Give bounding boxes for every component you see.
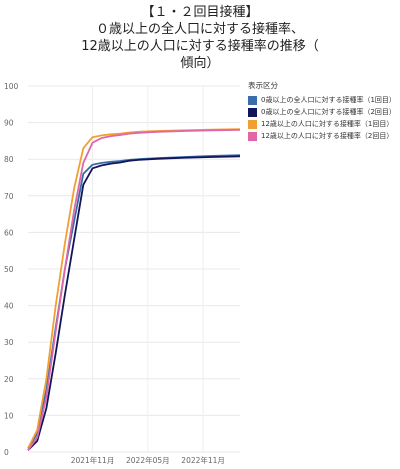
y-tick-label: 50	[4, 265, 14, 274]
legend: 表示区分 0歳以上の全人口に対する接種率（1回目） 0歳以上の全人口に対する接種率…	[248, 80, 396, 142]
series-line	[27, 129, 241, 451]
y-tick-label: 0	[4, 448, 9, 457]
chart-title-line: 傾向）	[180, 56, 220, 71]
y-tick-label: 10	[4, 411, 14, 420]
y-tick-label: 80	[4, 155, 14, 164]
legend-swatch	[248, 131, 257, 141]
y-tick-label: 30	[4, 338, 14, 347]
legend-item: 12歳以上の人口に対する接種率（1回目）	[248, 118, 396, 130]
chart-title-line: ０歳以上の全人口に対する接種率、	[95, 22, 304, 37]
y-tick-label: 70	[4, 192, 14, 201]
chart-title-line: 【１・２回目接種】	[141, 5, 259, 20]
series-line	[27, 128, 241, 449]
x-tick-label: 2021年11月	[71, 455, 115, 465]
legend-swatch	[248, 119, 257, 129]
legend-swatch	[248, 95, 257, 105]
chart-title: 【１・２回目接種】 ０歳以上の全人口に対する接種率、 12歳以上の人口に対する接…	[0, 4, 400, 72]
x-tick-label: 2022年05月	[126, 455, 170, 465]
legend-swatch	[248, 107, 257, 117]
y-tick-label: 40	[4, 302, 14, 311]
legend-label: 12歳以上の人口に対する接種率（1回目）	[261, 120, 394, 128]
legend-label: 12歳以上の人口に対する接種率（2回目）	[261, 132, 394, 140]
y-tick-label: 20	[4, 375, 14, 384]
x-tick-label: 2022年11月	[181, 455, 225, 465]
legend-item: 12歳以上の人口に対する接種率（2回目）	[248, 130, 396, 142]
y-tick-label: 60	[4, 228, 14, 237]
series-line	[27, 155, 241, 451]
legend-items: 0歳以上の全人口に対する接種率（1回目） 0歳以上の全人口に対する接種率（2回目）…	[248, 94, 396, 142]
legend-item: 0歳以上の全人口に対する接種率（1回目）	[248, 94, 396, 106]
legend-title: 表示区分	[248, 81, 278, 90]
legend-item: 0歳以上の全人口に対する接種率（2回目）	[248, 106, 396, 118]
y-tick-label: 100	[4, 82, 19, 91]
legend-label: 0歳以上の全人口に対する接種率（2回目）	[261, 108, 396, 116]
legend-label: 0歳以上の全人口に対する接種率（1回目）	[261, 96, 396, 104]
chart-title-line: 12歳以上の人口に対する接種率の推移（	[81, 39, 319, 54]
y-tick-label: 90	[4, 119, 14, 128]
